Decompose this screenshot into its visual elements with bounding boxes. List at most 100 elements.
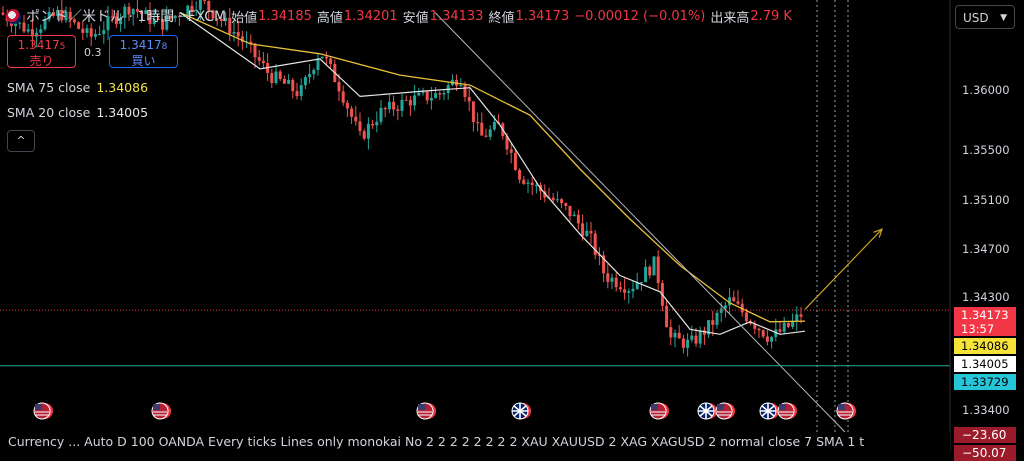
candle-body: [434, 93, 438, 99]
candle-body: [198, 0, 202, 10]
currency-selector[interactable]: USD ▼: [955, 5, 1015, 29]
event-icons[interactable]: [33, 402, 856, 420]
price-tick: 1.34300: [962, 290, 1010, 304]
buy-button[interactable]: 1.34178 買い: [109, 35, 178, 68]
uk-flag-icon[interactable]: [511, 402, 531, 420]
buy-price-small: 8: [161, 42, 168, 52]
candle-body: [72, 19, 76, 23]
us-flag-icon[interactable]: [715, 402, 735, 420]
us-flag-icon[interactable]: [777, 402, 797, 420]
sma75-legend[interactable]: SMA 75 close 1.34086: [7, 80, 148, 95]
uk-flag-icon[interactable]: [759, 402, 779, 420]
candle-body: [173, 15, 177, 19]
candle-body: [93, 34, 97, 37]
candle-body: [85, 28, 89, 33]
candle-body: [110, 16, 114, 18]
close-label: 終値: [488, 10, 515, 26]
candle-body: [165, 15, 169, 30]
candle-body: [131, 9, 135, 15]
candle-body: [778, 329, 782, 332]
candle-body: [417, 92, 421, 96]
hline-tag: 1.33729: [954, 374, 1016, 390]
us-flag-icon[interactable]: [416, 402, 436, 420]
sma20-legend[interactable]: SMA 20 close 1.34005: [7, 105, 148, 120]
candle-body: [526, 182, 530, 184]
candle-body: [224, 17, 228, 22]
buy-price: 1.3417: [119, 38, 162, 52]
candle-body: [127, 6, 131, 15]
candle-body: [148, 10, 152, 24]
candle-body: [194, 9, 198, 11]
us-flag-icon[interactable]: [649, 402, 669, 420]
flag-stripes: [717, 411, 731, 416]
sma20-label: SMA 20 close: [7, 105, 91, 120]
sma20-line: [179, 12, 806, 335]
symbol-title[interactable]: ポンド／米ドル · 1時間 · FXCM: [26, 9, 227, 25]
us-flag-icon[interactable]: [33, 402, 53, 420]
candle-body: [715, 312, 719, 325]
candle-body: [786, 323, 790, 327]
candle-body: [232, 31, 236, 34]
candle-body: [425, 91, 429, 101]
indicator-status-bar[interactable]: Currency ... Auto D 100 OANDA Every tick…: [0, 432, 950, 452]
candle-body: [744, 312, 748, 322]
candle-body: [623, 289, 627, 293]
candle-body: [215, 18, 219, 20]
candle-body: [98, 34, 102, 36]
candle-body: [400, 99, 404, 111]
sma75-value: 1.34086: [96, 80, 149, 95]
collapse-legend-button[interactable]: ^: [7, 130, 35, 152]
candle-body: [324, 56, 328, 59]
candle-body: [639, 282, 643, 284]
projection-arrow[interactable]: [804, 228, 883, 310]
flag-stripes: [35, 411, 49, 416]
candle-body: [278, 71, 282, 79]
volume-value: 2.79 K: [750, 8, 792, 24]
volume-label: 出来高: [710, 10, 750, 26]
candle-body: [459, 85, 463, 87]
candle-body: [341, 91, 345, 103]
candle-body: [291, 79, 295, 92]
candle-body: [568, 205, 572, 217]
flag-stripes: [153, 411, 167, 416]
candle-body: [177, 15, 181, 17]
chevron-down-icon: ▼: [1000, 13, 1007, 23]
sell-button[interactable]: 1.34175 売り: [7, 35, 76, 68]
candle-body: [316, 58, 320, 70]
candle-body: [337, 82, 341, 92]
candle-body: [476, 122, 480, 124]
candle-body: [413, 95, 417, 106]
candle-body: [543, 191, 547, 198]
open-label: 始値: [231, 10, 258, 26]
sma20-value: 1.34005: [96, 105, 149, 120]
candle-body: [64, 11, 68, 21]
candle-body: [585, 230, 589, 236]
candle-body: [379, 107, 383, 122]
candle-body: [169, 15, 173, 19]
candle-body: [257, 57, 261, 61]
trendline[interactable]: [434, 12, 846, 433]
candle-body: [287, 79, 291, 84]
uk-flag-icon[interactable]: [697, 402, 717, 420]
candle-body: [375, 121, 379, 126]
candle-body: [140, 11, 144, 14]
candle-body: [732, 297, 736, 302]
candle-body: [211, 10, 215, 19]
candle-body: [253, 43, 257, 58]
candle-body: [492, 121, 496, 130]
us-flag-icon[interactable]: [836, 402, 856, 420]
candle-body: [396, 109, 400, 111]
currency-value: USD: [963, 11, 989, 25]
candle-body: [572, 214, 576, 217]
sma75-label: SMA 75 close: [7, 80, 91, 95]
candle-body: [677, 332, 681, 339]
price-tick: 1.35100: [962, 193, 1010, 207]
candle-body: [1, 12, 5, 15]
candle-body: [791, 320, 795, 327]
arrowhead-icon: [873, 228, 883, 238]
candle-body: [463, 85, 467, 97]
us-flag-icon[interactable]: [151, 402, 171, 420]
candle-body: [240, 36, 244, 42]
candle-body: [14, 23, 18, 26]
